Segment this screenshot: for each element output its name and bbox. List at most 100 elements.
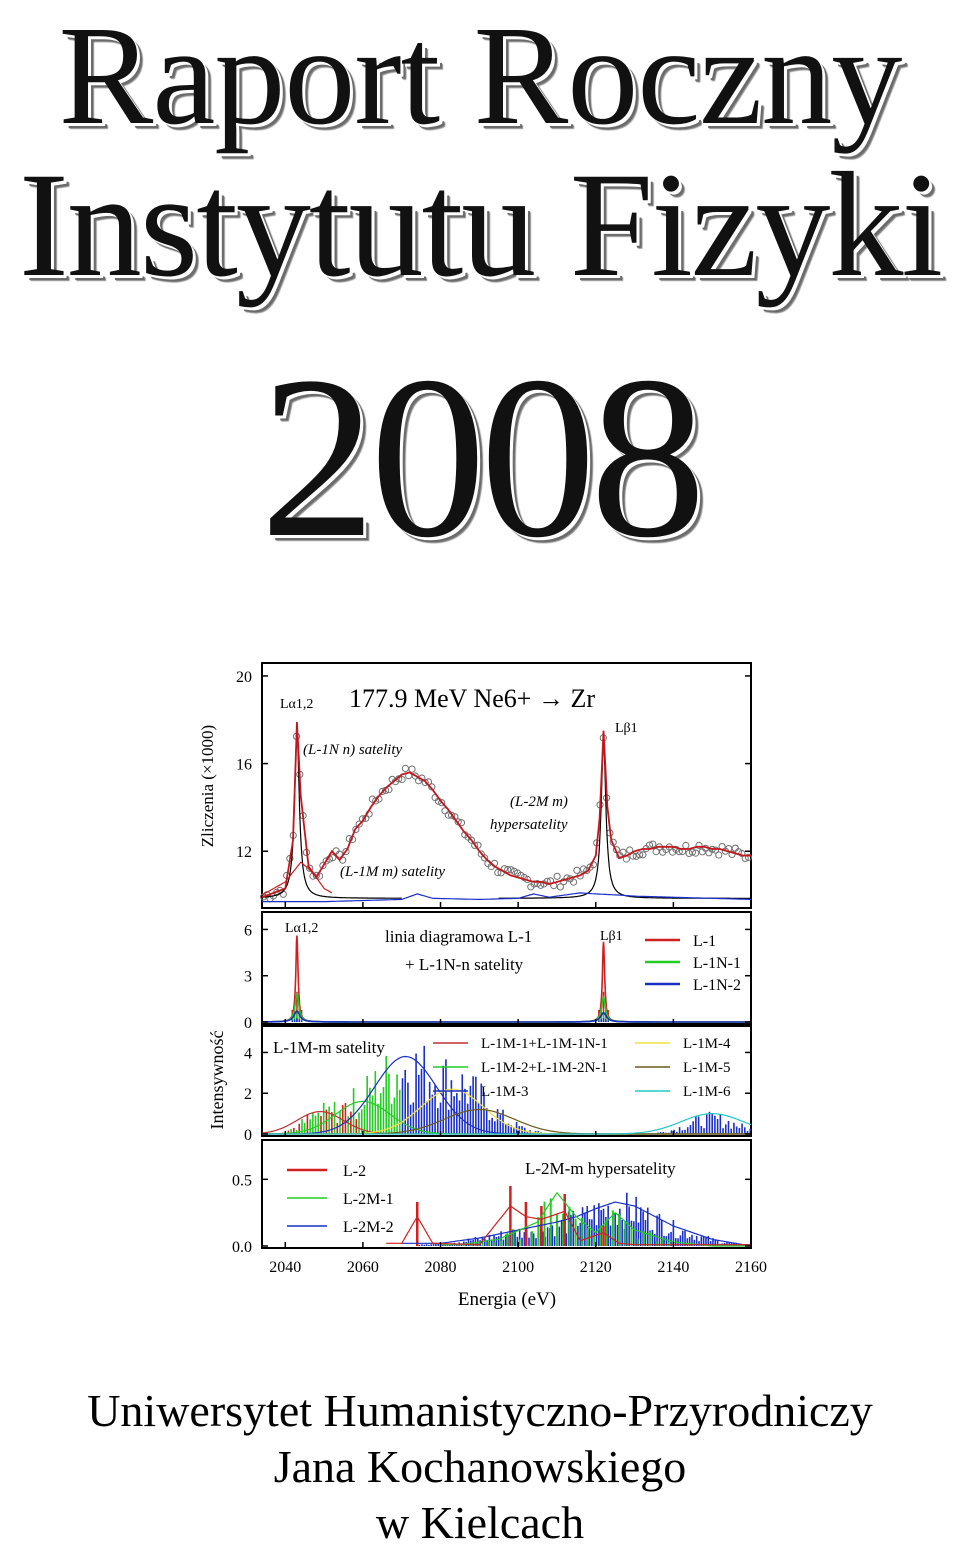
legend-label: L-2M-1 <box>343 1191 394 1208</box>
data-point <box>692 849 700 857</box>
data-point <box>306 864 314 872</box>
mid1-y-tick-label: 3 <box>244 969 252 986</box>
data-point <box>467 836 475 844</box>
middle-panel-2-frame <box>261 1025 752 1137</box>
series-line-1 <box>262 935 751 1023</box>
data-point <box>481 854 489 862</box>
data-point <box>335 850 343 858</box>
legend-label: L-1M-4 <box>683 1036 731 1052</box>
top-y-tick-label: 20 <box>236 669 252 686</box>
data-point <box>695 841 703 849</box>
middle-panel-1-frame <box>261 911 752 1025</box>
data-point <box>728 850 736 858</box>
top-panel-frame <box>261 662 752 909</box>
data-point <box>352 825 360 833</box>
data-point <box>504 865 512 874</box>
data-point <box>744 853 753 861</box>
data-point <box>530 880 538 888</box>
hyp-label-a: (L-2M m) <box>510 794 568 810</box>
data-point <box>319 862 327 870</box>
data-point <box>632 852 640 860</box>
data-point <box>688 848 696 856</box>
legend-label: L-1M-3 <box>481 1084 529 1100</box>
legend-label: L-1N-1 <box>693 955 741 972</box>
data-point <box>411 772 419 780</box>
bot-y-tick-label: 0.0 <box>232 1239 252 1256</box>
data-point <box>553 872 561 880</box>
legend-label: L-1N-2 <box>693 977 741 994</box>
x-tick-label: 2040 <box>269 1259 301 1276</box>
university-name-line2: Jana Kochanowskiego <box>273 1441 687 1492</box>
mid2-title: L-1M-m satelity <box>273 1038 385 1057</box>
data-point <box>711 846 720 854</box>
legend-label: L-1 <box>693 933 716 950</box>
data-point <box>279 890 287 898</box>
data-point <box>378 787 386 796</box>
lb-label-mid: Lβ1 <box>600 929 623 944</box>
x-tick-label: 2140 <box>657 1259 689 1276</box>
bot-y-tick-label: 0.5 <box>232 1172 252 1189</box>
report-title-line2: Instytutu Fizyki <box>18 142 943 308</box>
data-point <box>579 865 588 873</box>
top-y-tick-label: 16 <box>236 757 252 774</box>
hyp-label-b: hypersatelity <box>490 817 568 833</box>
xlabel: Energia (eV) <box>458 1289 556 1310</box>
data-point <box>421 778 429 787</box>
red-envelope-curve <box>386 1205 751 1246</box>
data-point <box>682 841 690 850</box>
mid2-y-tick-label: 0 <box>244 1127 252 1144</box>
legend-label: L-1M-5 <box>683 1060 731 1076</box>
mid1-title-b: + L-1N-n satelity <box>405 955 524 974</box>
data-point <box>329 854 337 862</box>
axes: 2040 2060 2080 2100 2120 2140 2160 12 16 20 0 3 6 0 2 4… <box>232 669 767 1276</box>
university-name-line1: Uniwersytet Humanistyczno-Przyrodniczy <box>87 1385 873 1436</box>
data-point <box>639 851 647 859</box>
bottom-panel: L-2 L-2M-1 L-2M-2 <box>287 1163 751 1247</box>
x-tick-label: 2080 <box>425 1259 457 1276</box>
legend-label: L-2 <box>343 1163 366 1180</box>
data-point <box>342 848 350 856</box>
data-point <box>401 764 409 773</box>
data-point <box>438 799 446 807</box>
report-title-line1: Raport Roczny <box>58 0 903 154</box>
chart-title: 177.9 MeV Ne6+ → Zr <box>349 684 595 713</box>
data-point <box>649 840 657 848</box>
x-tick-label: 2060 <box>347 1259 379 1276</box>
top-panel <box>260 721 753 903</box>
data-point <box>408 765 416 773</box>
sat1-label: (L-1N n) satelity <box>303 742 402 758</box>
top-y-tick-label: 12 <box>236 844 252 861</box>
legend-label: L-2M-2 <box>343 1219 394 1236</box>
mid-ylabel: Intensywność <box>207 1030 227 1129</box>
data-point <box>355 820 363 828</box>
spectrum-figure: L-1 L-1N-1 L-1N-2 L-1M-1+L-1M-1N-1 L-1M-2+L… <box>185 660 795 1320</box>
report-year: 2008 <box>260 329 706 586</box>
data-point <box>570 878 578 886</box>
background-curve <box>262 892 751 903</box>
lb-label-top: Lβ1 <box>615 721 638 736</box>
data-point <box>471 841 479 849</box>
data-point <box>715 851 723 859</box>
legend-label: L-1M-1+L-1M-1N-1 <box>481 1036 608 1052</box>
x-tick-label: 2100 <box>502 1259 534 1276</box>
bot-title: L-2M-m hypersatelity <box>525 1159 676 1178</box>
mid2-y-tick-label: 2 <box>244 1086 252 1103</box>
university-city: w Kielcach <box>375 1497 585 1548</box>
data-point <box>619 848 627 856</box>
mid1-y-tick-label: 0 <box>244 1015 252 1032</box>
top-ylabel: Zliczenia (×1000) <box>198 725 217 847</box>
la-label-top: Lα1,2 <box>280 697 313 712</box>
series-curve-6 <box>262 1113 752 1135</box>
data-point <box>507 866 515 874</box>
la-label-mid: Lα1,2 <box>285 921 318 936</box>
data-point <box>556 883 564 891</box>
mid1-y-tick-label: 6 <box>244 922 252 939</box>
series-line-3 <box>262 1010 751 1023</box>
data-point <box>636 851 644 859</box>
spectrum-chart: L-1 L-1N-1 L-1N-2 L-1M-1+L-1M-1N-1 L-1M-2+L… <box>198 662 767 1310</box>
bottom-panel-frame <box>261 1139 752 1249</box>
sat2-label: (L-1M m) satelity <box>340 864 445 880</box>
x-tick-label: 2120 <box>580 1259 612 1276</box>
mid2-y-tick-label: 4 <box>244 1045 252 1062</box>
mid1-title-a: linia diagramowa L-1 <box>385 927 532 946</box>
